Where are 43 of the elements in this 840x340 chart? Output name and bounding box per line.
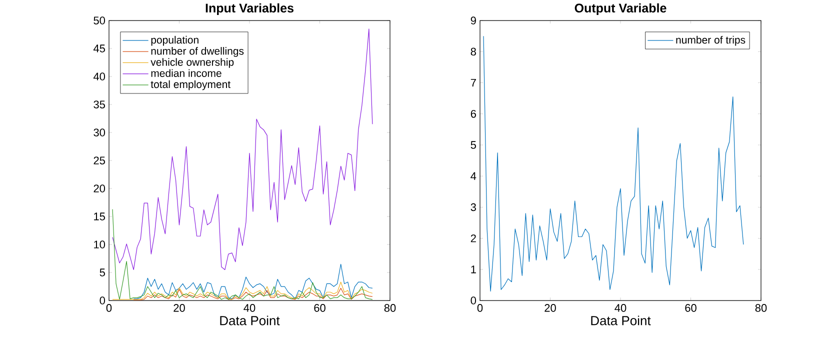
y-tick-label: 10 bbox=[94, 240, 106, 249]
x-tick-label: 40 bbox=[614, 304, 626, 312]
legend-label: vehicle ownership bbox=[150, 58, 234, 68]
legend-label: number of dwellings bbox=[151, 47, 244, 58]
y-tick-label: 4 bbox=[470, 172, 476, 180]
y-tick-label: 2 bbox=[470, 234, 476, 242]
y-tick-label: 1 bbox=[471, 266, 476, 274]
y-tick-label: 20 bbox=[94, 184, 106, 193]
x-tick-label: 80 bbox=[384, 304, 396, 312]
legend-label: total employment bbox=[150, 80, 231, 90]
y-tick-label: 5 bbox=[470, 141, 476, 150]
x-tick-label: 0 bbox=[106, 304, 112, 312]
y-tick-label: 30 bbox=[94, 128, 106, 137]
chart-title: Output Variable bbox=[574, 4, 666, 16]
y-tick-label: 5 bbox=[100, 268, 105, 277]
legend-label: population bbox=[151, 36, 198, 46]
x-axis-title: Data Point bbox=[220, 316, 280, 326]
y-tick-label: 35 bbox=[94, 100, 105, 109]
chart-title: Input Variables bbox=[206, 4, 294, 16]
y-tick-label: 8 bbox=[470, 48, 476, 56]
x-tick-label: 20 bbox=[174, 304, 185, 312]
y-tick-label: 0 bbox=[100, 296, 106, 305]
y-tick-label: 25 bbox=[94, 156, 105, 165]
x-axis-title: Data Point bbox=[591, 316, 651, 326]
y-tick-label: 6 bbox=[470, 110, 476, 118]
x-tick-label: 0 bbox=[477, 304, 483, 312]
y-tick-label: 50 bbox=[94, 16, 106, 25]
x-tick-label: 40 bbox=[244, 304, 256, 312]
x-tick-label: 60 bbox=[685, 304, 696, 312]
line-series bbox=[133, 264, 373, 300]
y-tick-label: 0 bbox=[470, 296, 476, 305]
x-tick-label: 60 bbox=[314, 304, 326, 312]
y-tick-label: 9 bbox=[470, 16, 476, 25]
legend-label: median income bbox=[151, 69, 222, 78]
x-tick-label: 20 bbox=[544, 304, 556, 312]
x-tick-label: 80 bbox=[755, 304, 767, 312]
y-tick-label: 40 bbox=[93, 72, 106, 81]
line-series bbox=[483, 36, 744, 292]
y-tick-label: 3 bbox=[470, 204, 476, 212]
y-tick-label: 15 bbox=[94, 212, 105, 221]
legend-label: number of trips bbox=[676, 36, 746, 46]
y-tick-label: 7 bbox=[470, 79, 476, 87]
y-tick-label: 45 bbox=[93, 44, 105, 53]
